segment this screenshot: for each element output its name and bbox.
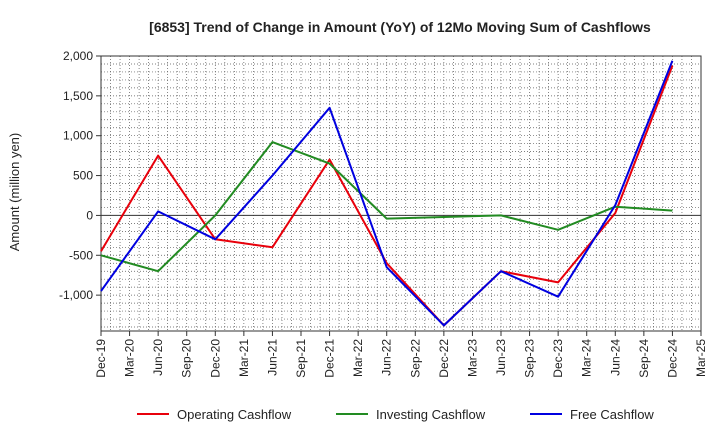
series-line-operating-cashflow [100,65,674,327]
chart-title: [6853] Trend of Change in Amount (YoY) o… [149,19,651,35]
series-lines [100,60,674,327]
legend-label: Operating Cashflow [177,407,292,422]
grid [100,55,701,331]
series-line-free-cashflow [100,60,674,327]
y-tick-label: -1,000 [59,288,93,302]
y-tick-label: 1,500 [63,89,93,103]
x-tick-label: Mar-22 [351,339,365,377]
x-tick-label: Sep-22 [408,339,422,378]
y-tick-label: 1,000 [63,129,93,143]
x-tick-label: Jun-23 [494,339,508,376]
x-tick-label: Mar-20 [123,339,137,377]
y-axis-label: Amount (million yen) [7,133,22,252]
y-tick-label: 500 [73,169,93,183]
x-tick-label: Jun-20 [151,339,165,376]
x-tick-label: Jun-24 [608,339,622,376]
x-tick-label: Mar-21 [237,339,251,377]
legend-label: Investing Cashflow [376,407,486,422]
x-tick-label: Mar-25 [694,339,708,377]
x-tick-label: Dec-21 [323,339,337,378]
legend-label: Free Cashflow [570,407,654,422]
x-tick-label: Jun-21 [265,339,279,376]
plot-area [101,56,701,331]
x-tick-label: Sep-23 [523,339,537,378]
x-tick-label: Dec-24 [665,339,679,378]
x-tick-label: Sep-20 [180,339,194,378]
x-tick-label: Dec-23 [551,339,565,378]
x-tick-label: Sep-21 [294,339,308,378]
series-line-investing-cashflow [100,141,673,273]
y-tick-label: 0 [86,208,93,222]
x-tick-label: Mar-23 [465,339,479,377]
x-tick-label: Sep-24 [637,339,651,378]
plot-frame [100,55,702,332]
legend: Operating Cashflow Investing Cashflow Free… [137,407,654,422]
x-tick-label: Dec-20 [208,339,222,378]
x-tick-label: Mar-24 [580,339,594,377]
x-tick-label: Dec-19 [94,339,108,378]
x-tick-label: Dec-22 [437,339,451,378]
y-tick-label: 2,000 [63,49,93,63]
y-tick-label: -500 [69,248,93,262]
x-tick-label: Jun-22 [380,339,394,376]
axes: 2,000 1,500 1,000 500 0 -500 -1,000 Dec-19 Mar-2… [59,49,708,378]
